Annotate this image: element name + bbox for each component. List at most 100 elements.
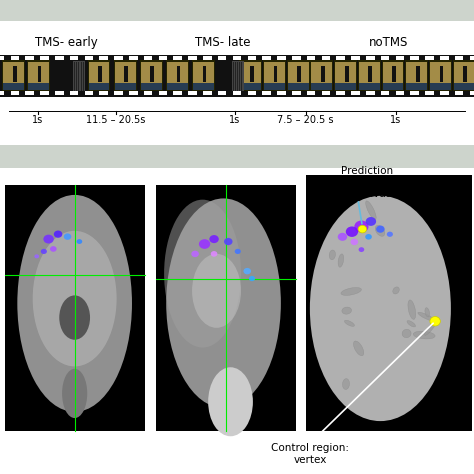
Bar — [321, 56, 330, 60]
Bar — [115, 62, 136, 90]
Bar — [381, 91, 389, 95]
Ellipse shape — [365, 201, 376, 220]
Bar — [405, 60, 428, 91]
Bar — [382, 60, 404, 91]
Ellipse shape — [310, 196, 451, 421]
Ellipse shape — [338, 254, 344, 267]
Ellipse shape — [376, 226, 385, 233]
Bar — [455, 91, 464, 95]
Ellipse shape — [413, 331, 435, 339]
Bar — [28, 83, 49, 90]
Bar — [455, 56, 464, 60]
Ellipse shape — [244, 268, 251, 274]
Ellipse shape — [208, 367, 253, 436]
Bar — [167, 83, 188, 90]
Bar — [25, 91, 34, 95]
Bar — [262, 91, 271, 95]
Bar — [167, 62, 188, 90]
Bar — [129, 91, 137, 95]
Bar — [188, 91, 197, 95]
Ellipse shape — [210, 235, 219, 243]
Bar — [159, 56, 167, 60]
Bar — [277, 91, 286, 95]
Bar — [368, 66, 372, 82]
Bar — [425, 91, 434, 95]
Ellipse shape — [430, 317, 440, 326]
Bar — [439, 66, 443, 82]
Ellipse shape — [341, 288, 361, 295]
Text: noTMS: noTMS — [369, 36, 409, 49]
Bar — [173, 56, 182, 60]
Bar — [0, 21, 474, 145]
Bar — [337, 91, 345, 95]
Bar — [114, 60, 137, 91]
Bar — [84, 56, 93, 60]
Bar — [358, 60, 381, 91]
Ellipse shape — [408, 300, 416, 319]
Ellipse shape — [192, 254, 241, 328]
Bar — [440, 91, 448, 95]
Bar — [233, 91, 241, 95]
Text: 1s: 1s — [229, 115, 240, 125]
Bar — [40, 56, 49, 60]
Bar — [292, 56, 301, 60]
Bar — [297, 66, 301, 82]
Bar — [10, 91, 19, 95]
Bar — [307, 56, 315, 60]
Bar — [202, 66, 206, 82]
Bar — [430, 83, 451, 90]
Bar — [239, 60, 262, 91]
Ellipse shape — [50, 246, 57, 252]
Bar — [73, 61, 85, 91]
Bar — [454, 83, 474, 90]
Bar — [203, 56, 211, 60]
Ellipse shape — [224, 238, 233, 245]
Bar — [203, 91, 211, 95]
Ellipse shape — [166, 199, 281, 408]
Bar — [218, 91, 227, 95]
Bar — [383, 62, 403, 90]
Bar — [334, 60, 357, 91]
Ellipse shape — [365, 217, 376, 226]
Ellipse shape — [350, 239, 358, 245]
Bar — [351, 91, 360, 95]
Bar — [292, 91, 301, 95]
Bar — [166, 60, 189, 91]
Bar — [89, 83, 109, 90]
Bar — [335, 83, 356, 90]
Ellipse shape — [18, 195, 132, 412]
Bar — [5, 185, 145, 431]
Ellipse shape — [164, 200, 241, 347]
Bar — [55, 91, 64, 95]
Bar — [115, 83, 136, 90]
Bar — [192, 60, 215, 91]
Bar — [10, 56, 19, 60]
Ellipse shape — [407, 320, 416, 327]
Bar — [124, 66, 128, 82]
Ellipse shape — [199, 239, 210, 249]
Ellipse shape — [354, 341, 364, 356]
Bar — [98, 66, 102, 82]
Bar — [27, 60, 50, 91]
Ellipse shape — [249, 276, 255, 281]
Bar — [0, 91, 4, 95]
Bar — [321, 91, 330, 95]
Bar — [306, 175, 472, 431]
Bar — [263, 60, 286, 91]
Bar — [429, 60, 452, 91]
Bar — [144, 91, 153, 95]
Ellipse shape — [211, 251, 218, 257]
Ellipse shape — [41, 249, 47, 254]
Ellipse shape — [418, 312, 435, 321]
Ellipse shape — [54, 230, 62, 238]
Ellipse shape — [387, 232, 393, 237]
Bar — [416, 66, 419, 82]
Bar — [311, 83, 332, 90]
Bar — [406, 62, 427, 90]
Ellipse shape — [34, 255, 39, 258]
Bar — [277, 56, 286, 60]
Ellipse shape — [425, 320, 437, 335]
Bar — [240, 62, 261, 90]
Text: 1s: 1s — [32, 115, 44, 125]
Bar — [359, 62, 380, 90]
